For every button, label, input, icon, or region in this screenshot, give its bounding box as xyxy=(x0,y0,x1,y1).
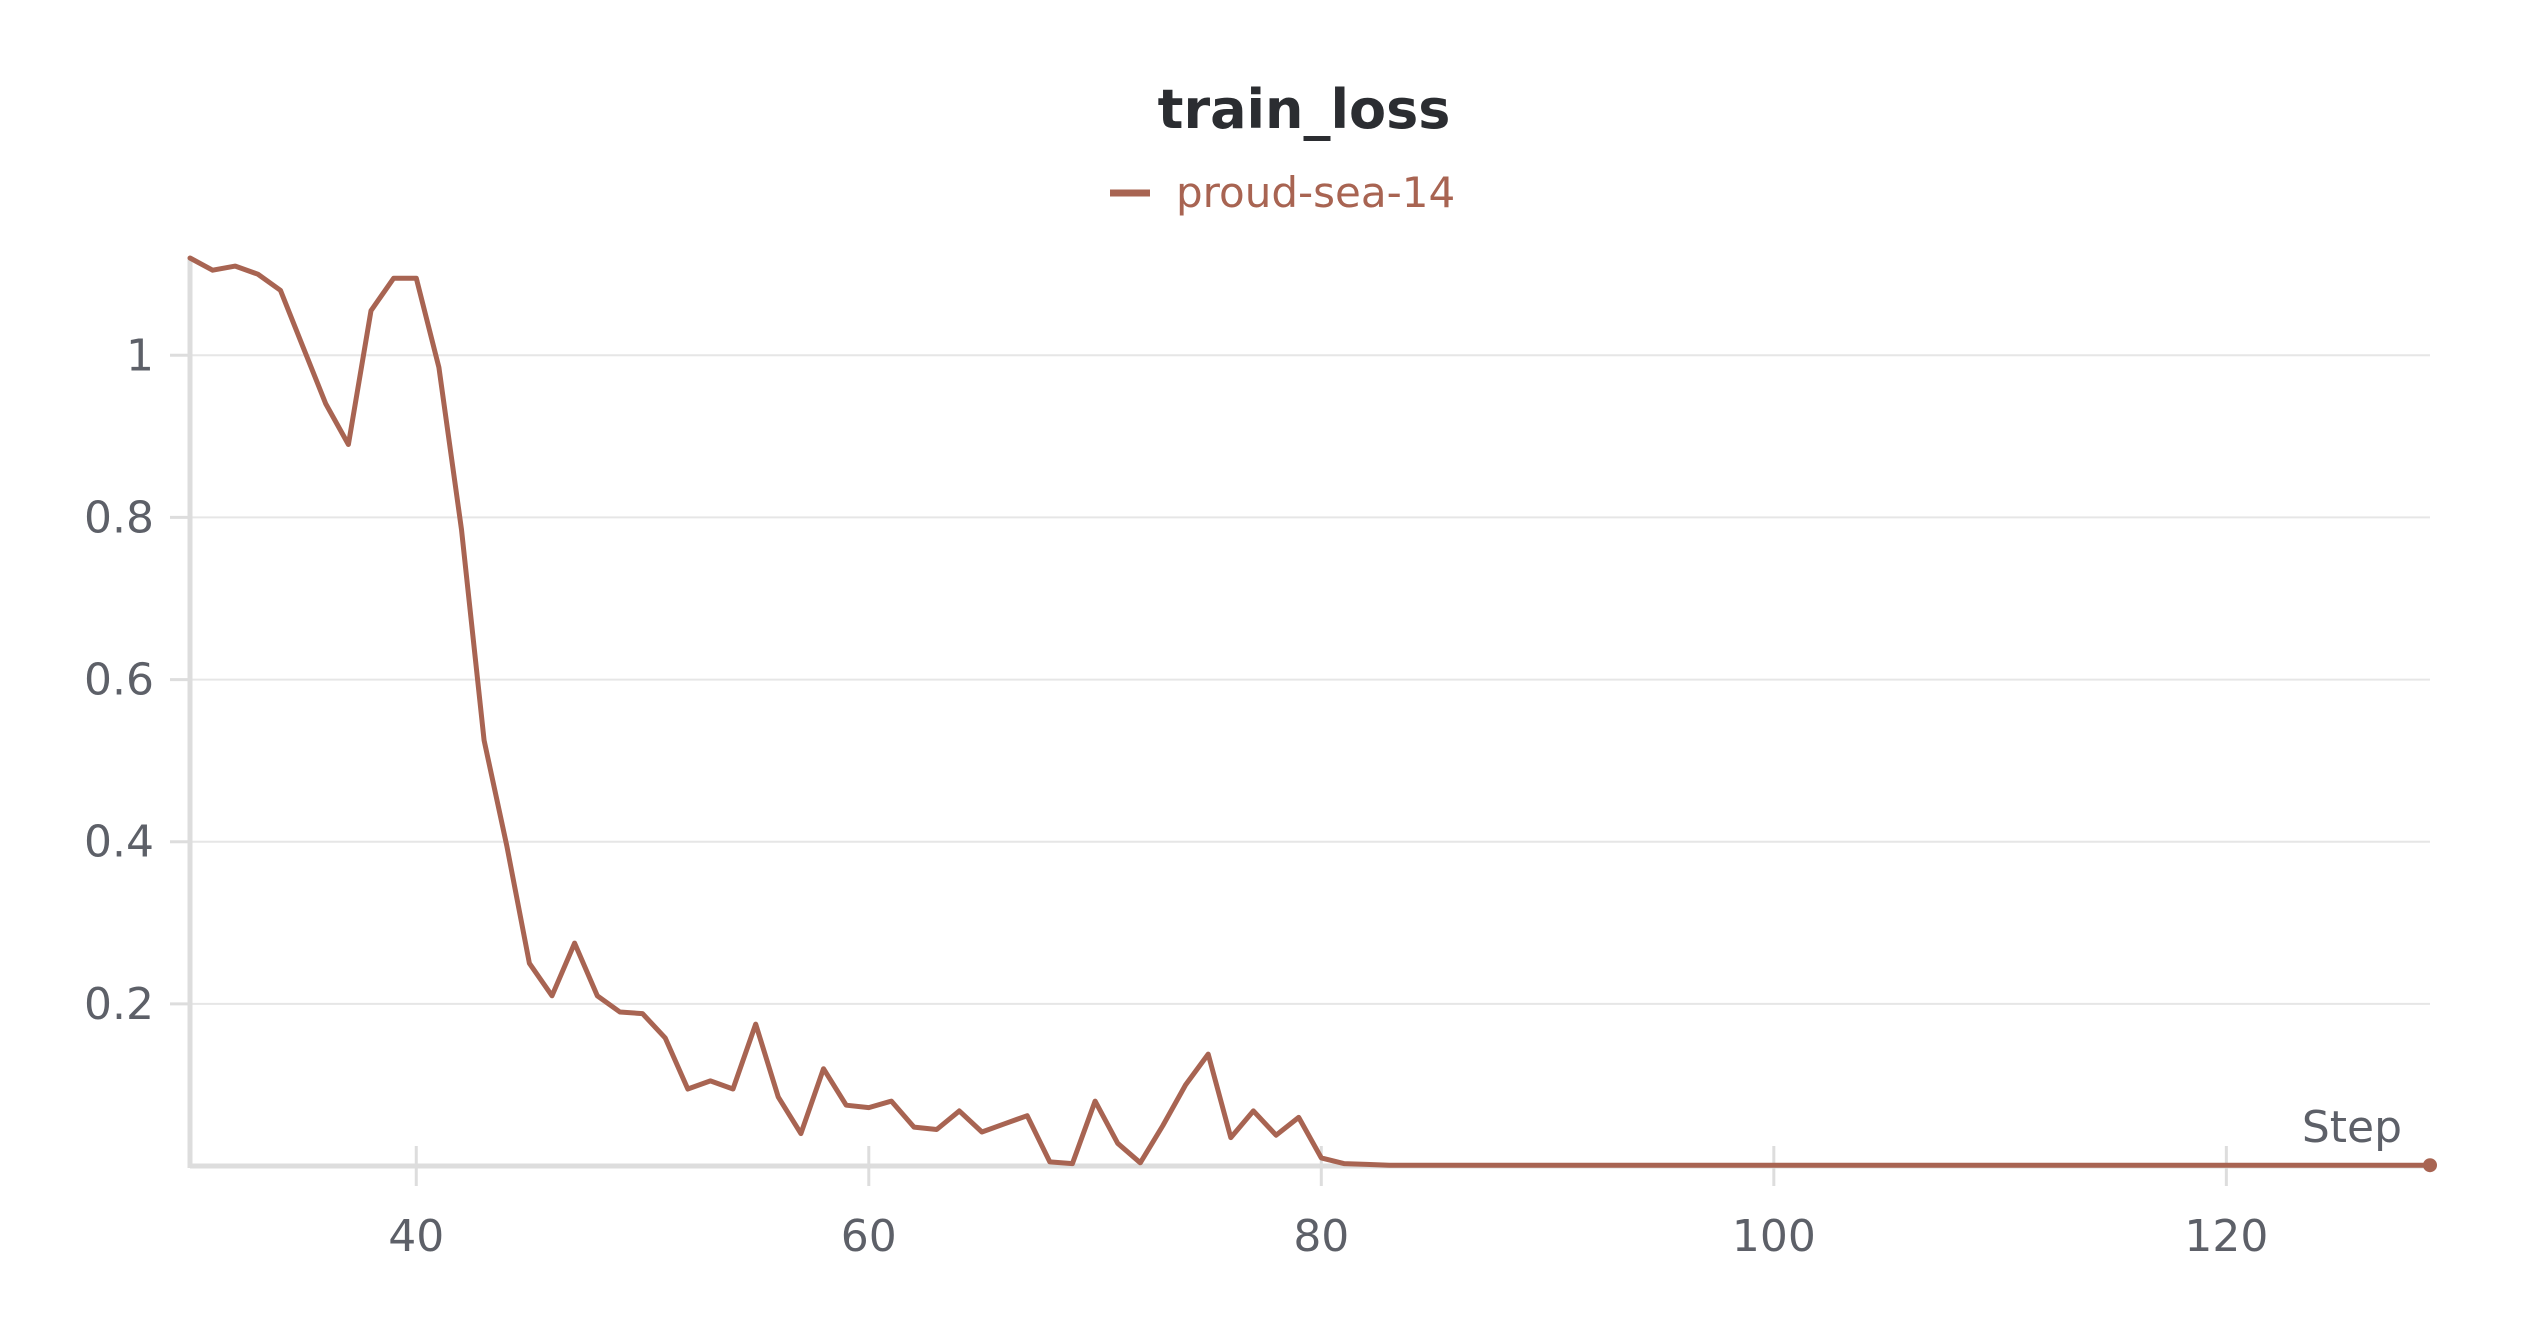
series-line-proud-sea-14[interactable] xyxy=(187,255,2433,1168)
x-tick-label: 60 xyxy=(841,1211,897,1262)
legend[interactable]: proud-sea-14 xyxy=(1110,168,1455,217)
grid-lines xyxy=(190,354,2430,1005)
x-tick-label: 40 xyxy=(388,1211,444,1262)
legend-label-proud-sea-14: proud-sea-14 xyxy=(1176,168,1455,217)
y-tick-label: 0.8 xyxy=(84,492,154,543)
x-tick-label: 100 xyxy=(1732,1211,1816,1262)
chart-title: train_loss xyxy=(1158,78,1451,141)
x-axis-label: Step xyxy=(2302,1102,2402,1153)
axes xyxy=(170,258,2430,1186)
y-tick-label: 0.2 xyxy=(84,979,154,1030)
y-tick-label: 0.6 xyxy=(84,655,154,706)
y-tick-label: 1 xyxy=(126,330,154,381)
tick-labels: 0.2 0.4 0.6 0.8 1 40 60 80 100 120 xyxy=(84,330,2268,1262)
series-end-point[interactable] xyxy=(2423,1158,2437,1173)
series-layer[interactable] xyxy=(187,255,2437,1173)
y-tick-label: 0.4 xyxy=(84,817,154,868)
x-tick-label: 120 xyxy=(2184,1211,2268,1262)
x-tick-label: 80 xyxy=(1293,1211,1349,1262)
